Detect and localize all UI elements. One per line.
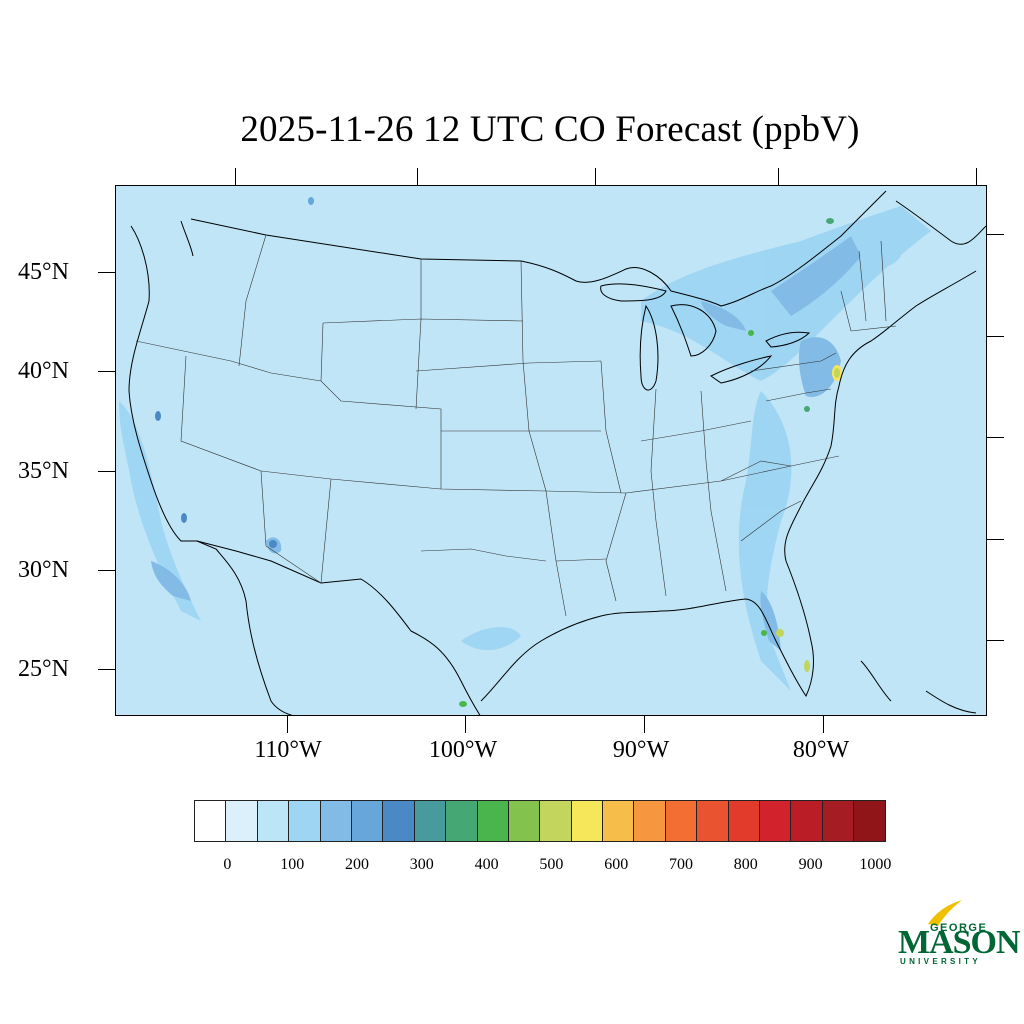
colorbar-label: 400 <box>474 856 499 873</box>
lon-label-100w: 100°W <box>428 737 498 763</box>
colorbar-label: 100 <box>280 856 305 873</box>
lon-label-80w: 80°W <box>792 737 850 763</box>
colorbar-cell <box>507 800 541 842</box>
colorbar-cell <box>759 800 792 842</box>
colorbar-cell <box>194 800 227 842</box>
top-tick <box>595 168 596 185</box>
lat-label-45: 45°N <box>18 259 69 285</box>
left-tick <box>98 471 115 472</box>
lat-label-40: 40°N <box>18 358 69 384</box>
co-hotspots <box>155 197 842 707</box>
co-plumes-medium <box>151 236 861 651</box>
colorbar-label: 700 <box>669 856 693 873</box>
top-tick <box>976 168 977 185</box>
colorbar-label: 600 <box>604 856 629 873</box>
colorbar-label: 900 <box>798 856 823 873</box>
colorbar-cell <box>476 800 509 842</box>
right-tick <box>987 640 1004 641</box>
right-tick <box>987 234 1004 235</box>
colorbar-cell <box>413 800 447 842</box>
chart-title: 2025-11-26 12 UTC CO Forecast (ppbV) <box>240 109 860 150</box>
colorbar-cell <box>539 800 572 842</box>
top-tick <box>778 168 779 185</box>
colorbar-cell <box>696 800 729 842</box>
map-panel <box>115 185 987 716</box>
state-borders <box>135 234 897 617</box>
colorbar-cell <box>570 800 604 842</box>
colorbar-cell <box>350 800 384 842</box>
colorbar-cell <box>225 800 258 842</box>
logo-university-text: UNIVERSITY <box>900 957 982 966</box>
colorbar-label: 500 <box>539 856 564 873</box>
lat-label-30: 30°N <box>18 557 69 583</box>
colorbar-label: 200 <box>345 856 369 873</box>
bottom-tick <box>823 716 824 733</box>
left-tick <box>98 570 115 571</box>
colorbar-cell <box>256 800 290 842</box>
co-concentration-map <box>116 186 986 715</box>
colorbar-cell <box>853 800 886 842</box>
colorbar-cell <box>602 800 635 842</box>
bottom-tick <box>644 716 645 733</box>
colorbar-label: 800 <box>733 856 758 873</box>
colorbar-label: 1000 <box>859 856 892 873</box>
colorbar-label: 300 <box>409 856 434 873</box>
left-tick <box>98 371 115 372</box>
colorbar-cell <box>288 800 321 842</box>
logo-swoosh-icon <box>928 900 962 926</box>
colorbar-cell <box>382 800 415 842</box>
colorbar-cell <box>790 800 823 842</box>
lat-label-25: 25°N <box>18 656 69 682</box>
right-tick <box>987 437 1004 438</box>
lat-label-35: 35°N <box>18 458 69 484</box>
colorbar <box>194 800 886 842</box>
logo-george-text: GEORGE <box>930 922 988 934</box>
colorbar-cell <box>664 800 698 842</box>
lon-label-110w: 110°W <box>254 737 322 763</box>
top-tick <box>235 168 236 185</box>
colorbar-cell <box>445 800 478 842</box>
bottom-tick <box>287 716 288 733</box>
bottom-tick <box>465 716 466 733</box>
colorbar-cell <box>821 800 855 842</box>
george-mason-logo: GEORGE MASON UNIVERSITY <box>898 898 1021 968</box>
left-tick <box>98 669 115 670</box>
logo-mason-text: MASON <box>898 924 1021 961</box>
coastlines <box>128 190 986 715</box>
great-lakes <box>600 283 811 391</box>
left-tick <box>98 272 115 273</box>
colorbar-cell <box>727 800 761 842</box>
lon-label-90w: 90°W <box>612 737 670 763</box>
top-tick <box>417 168 418 185</box>
right-tick <box>987 539 1004 540</box>
colorbar-cell <box>319 800 352 842</box>
colorbar-label: 0 <box>223 856 232 873</box>
colorbar-cell <box>633 800 666 842</box>
right-tick <box>987 336 1004 337</box>
